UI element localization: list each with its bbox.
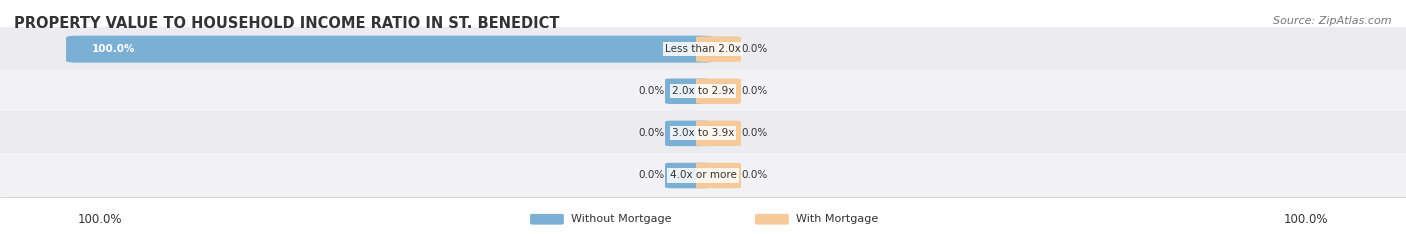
Text: 100.0%: 100.0% xyxy=(1284,213,1329,226)
FancyBboxPatch shape xyxy=(0,27,1406,71)
Text: 0.0%: 0.0% xyxy=(741,86,768,96)
Text: Source: ZipAtlas.com: Source: ZipAtlas.com xyxy=(1274,16,1392,26)
FancyBboxPatch shape xyxy=(755,214,789,225)
FancyBboxPatch shape xyxy=(530,214,564,225)
Text: 4.0x or more: 4.0x or more xyxy=(669,171,737,180)
Text: 0.0%: 0.0% xyxy=(638,171,665,180)
Text: With Mortgage: With Mortgage xyxy=(796,214,877,224)
FancyBboxPatch shape xyxy=(665,78,710,104)
Text: 0.0%: 0.0% xyxy=(638,86,665,96)
FancyBboxPatch shape xyxy=(696,78,741,104)
FancyBboxPatch shape xyxy=(696,163,741,188)
Text: Less than 2.0x: Less than 2.0x xyxy=(665,44,741,54)
Text: 0.0%: 0.0% xyxy=(638,128,665,138)
FancyBboxPatch shape xyxy=(665,163,710,188)
FancyBboxPatch shape xyxy=(696,121,741,146)
FancyBboxPatch shape xyxy=(0,111,1406,156)
Text: 0.0%: 0.0% xyxy=(741,128,768,138)
Text: PROPERTY VALUE TO HOUSEHOLD INCOME RATIO IN ST. BENEDICT: PROPERTY VALUE TO HOUSEHOLD INCOME RATIO… xyxy=(14,16,560,31)
Text: Without Mortgage: Without Mortgage xyxy=(571,214,671,224)
FancyBboxPatch shape xyxy=(0,69,1406,113)
Text: 0.0%: 0.0% xyxy=(741,171,768,180)
Text: 100.0%: 100.0% xyxy=(91,44,135,54)
FancyBboxPatch shape xyxy=(696,36,741,62)
FancyBboxPatch shape xyxy=(0,153,1406,198)
Text: 3.0x to 3.9x: 3.0x to 3.9x xyxy=(672,128,734,138)
Text: 100.0%: 100.0% xyxy=(77,213,122,226)
FancyBboxPatch shape xyxy=(66,36,714,62)
Text: 0.0%: 0.0% xyxy=(741,44,768,54)
FancyBboxPatch shape xyxy=(665,121,710,146)
Text: 2.0x to 2.9x: 2.0x to 2.9x xyxy=(672,86,734,96)
